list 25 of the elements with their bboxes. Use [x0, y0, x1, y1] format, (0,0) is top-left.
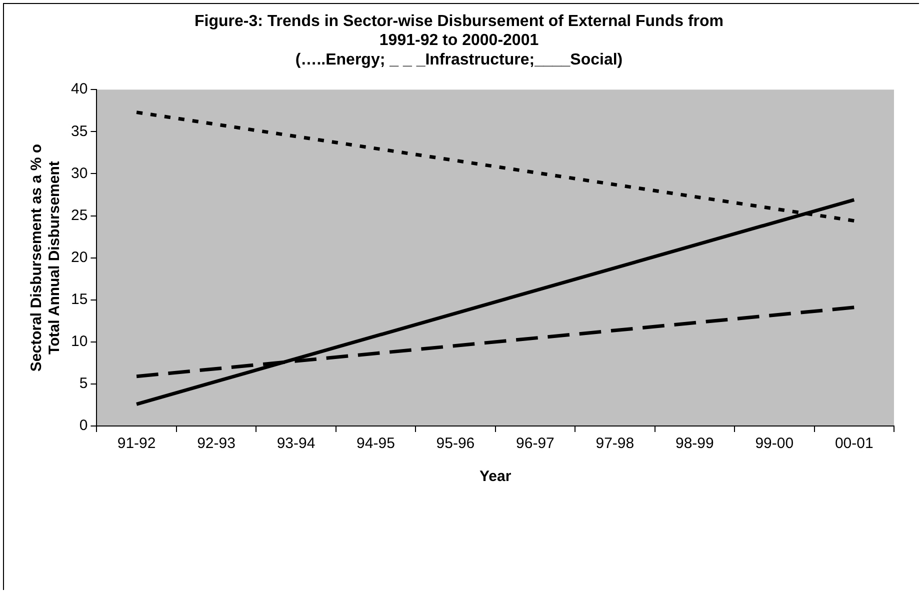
text: (…..Energy; _ _ _Infrastructure;____Social): [295, 51, 623, 68]
x-tick-label: 91-92: [117, 435, 156, 452]
text: Sectoral Disbursement as a % o: [28, 144, 46, 372]
y-tick-label: 20: [70, 248, 88, 266]
x-tick-label: 92-93: [197, 435, 236, 452]
x-tick-label: 97-98: [596, 435, 634, 452]
x-tick-label: 98-99: [675, 435, 714, 452]
text: 1991-92 to 2000-2001: [379, 32, 539, 50]
x-tick-label: 95-96: [436, 435, 475, 452]
y-tick-label: 40: [70, 80, 88, 98]
text: Total Annual Disbursement: [46, 161, 64, 354]
y-tick-label: 30: [70, 164, 88, 182]
x-axis-title: Year: [479, 468, 512, 486]
x-tick-label: 94-95: [356, 435, 395, 452]
x-tick-label: 93-94: [276, 435, 316, 452]
y-tick-label: 35: [70, 122, 88, 140]
x-tick-label: 99-00: [755, 435, 794, 452]
text: Figure-3: Trends in Sector-wise Disbursement of External Funds from: [194, 13, 724, 30]
x-tick-label: 00-01: [834, 435, 874, 452]
y-tick-label: 25: [70, 206, 88, 224]
y-tick-label: 5: [79, 375, 88, 392]
y-tick-label: 15: [70, 290, 88, 308]
y-tick-label: 10: [70, 333, 88, 350]
y-tick-label: 0: [79, 417, 88, 434]
x-tick-label: 96-97: [516, 435, 554, 452]
